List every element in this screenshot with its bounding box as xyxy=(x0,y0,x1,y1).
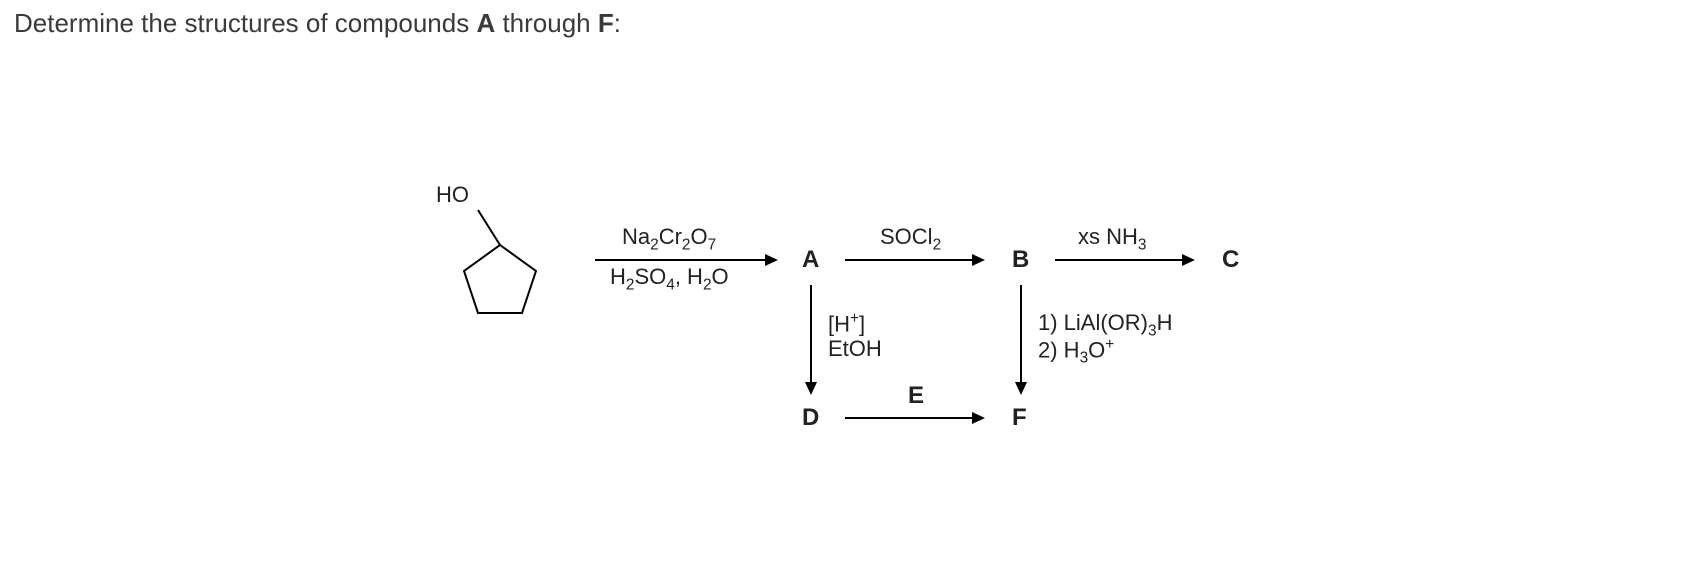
reagent-h2so4-h2o: H2SO4, H2O xyxy=(610,264,729,294)
reagent-socl2: SOCl2 xyxy=(880,224,941,254)
question-suffix: : xyxy=(614,8,621,38)
reagent-etoh: EtOH xyxy=(828,336,882,362)
question-mid: through xyxy=(495,8,598,38)
label-e: E xyxy=(908,382,924,410)
label-d: D xyxy=(802,404,819,432)
reagent-xs-nh3: xs NH3 xyxy=(1078,224,1146,254)
label-a: A xyxy=(802,246,819,274)
label-b: B xyxy=(1012,246,1029,274)
reaction-scheme: HO Na2Cr2O7 H2SO4, H2O A SOCl2 B xs NH3 … xyxy=(430,170,1300,530)
question-bold-f: F xyxy=(598,8,614,38)
question-bold-a: A xyxy=(476,8,495,38)
starting-material-ho-label: HO xyxy=(436,182,469,208)
question-prefix: Determine the structures of compounds xyxy=(14,8,476,38)
reagent-hplus: [H+] xyxy=(828,310,865,337)
question-text: Determine the structures of compounds A … xyxy=(14,8,621,39)
page-root: Determine the structures of compounds A … xyxy=(0,0,1704,564)
label-f: F xyxy=(1012,404,1027,432)
label-c: C xyxy=(1222,246,1239,274)
reagent-na2cr2o7: Na2Cr2O7 xyxy=(622,224,716,254)
reagent-h3oplus: 2) H3O+ xyxy=(1038,336,1114,368)
